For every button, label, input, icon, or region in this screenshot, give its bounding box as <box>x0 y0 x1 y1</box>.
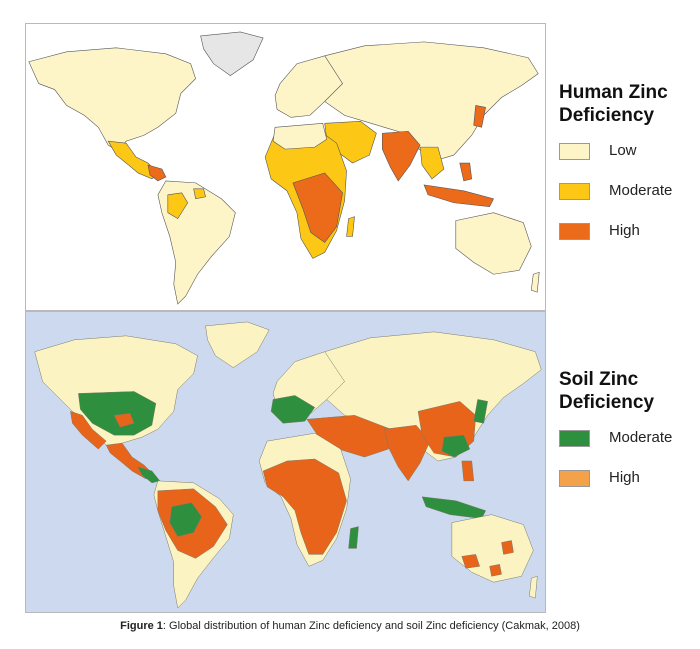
caption-text: : Global distribution of human Zinc defi… <box>162 620 580 632</box>
soil-high-swatch <box>559 470 590 487</box>
south-america-moderate-2 <box>193 188 206 200</box>
soil-india-high <box>384 424 431 482</box>
soil-africa-high <box>262 458 347 555</box>
soil-philippines-high <box>461 460 475 482</box>
soil-australia-high-3 <box>489 564 502 577</box>
soil-china-moderate <box>441 434 471 458</box>
africa-high <box>292 172 343 243</box>
human-legend-title: Human Zinc Deficiency <box>559 82 668 126</box>
human-legend-item-low: Low <box>559 142 699 183</box>
soil-moderate-label: Moderate <box>609 429 673 446</box>
japan-high <box>473 105 486 128</box>
south-america-moderate <box>167 192 189 220</box>
soil-zinc-deficiency-map <box>25 311 546 613</box>
figure-caption: Figure 1: Global distribution of human Z… <box>0 620 700 632</box>
soil-legend-item-moderate: Moderate <box>559 429 699 470</box>
human-high-label: High <box>609 222 640 239</box>
soil-central-america-moderate <box>137 466 161 484</box>
india-high <box>382 130 421 182</box>
soil-usa-high-west <box>70 410 107 450</box>
philippines-high <box>459 162 473 182</box>
soil-map-svg <box>34 321 542 609</box>
human-low-label: Low <box>609 142 637 159</box>
human-zinc-deficiency-map <box>25 23 546 311</box>
soil-madagascar-moderate <box>348 526 359 549</box>
new-zealand-region <box>530 271 540 293</box>
north-america-region <box>28 47 196 152</box>
soil-legend-item-high: High <box>559 469 699 510</box>
soil-moderate-swatch <box>559 430 590 447</box>
indonesia-high <box>423 184 494 208</box>
africa-north-low <box>272 122 328 150</box>
madagascar-region <box>346 216 355 237</box>
human-low-swatch <box>559 143 590 160</box>
soil-indonesia-moderate <box>421 496 487 519</box>
greenland-region <box>200 31 264 77</box>
human-high-swatch <box>559 223 590 240</box>
central-america-high <box>147 164 167 182</box>
soil-high-label: High <box>609 469 640 486</box>
human-map-svg <box>28 31 540 305</box>
southeast-asia-moderate <box>419 146 445 180</box>
soil-australia-high-1 <box>461 554 481 569</box>
soil-australia-high-2 <box>501 540 514 555</box>
soil-usa-high-center <box>113 413 135 428</box>
soil-europe-moderate <box>270 395 316 424</box>
human-legend-item-moderate: Moderate <box>559 182 699 223</box>
soil-legend: Soil Zinc Deficiency Moderate High <box>559 368 699 510</box>
human-legend: Human Zinc Deficiency Low Moderate High <box>559 81 699 263</box>
soil-south-america-moderate <box>169 502 202 537</box>
human-moderate-swatch <box>559 183 590 200</box>
soil-legend-title: Soil Zinc Deficiency <box>559 369 655 413</box>
human-moderate-label: Moderate <box>609 182 673 199</box>
australia-region <box>455 212 532 275</box>
human-legend-item-high: High <box>559 222 699 263</box>
soil-usa-moderate <box>78 391 157 436</box>
soil-greenland-region <box>205 321 270 368</box>
caption-prefix: Figure 1 <box>120 620 163 632</box>
soil-new-zealand-region <box>529 575 538 599</box>
asia-region <box>324 41 539 162</box>
soil-japan-moderate <box>473 399 488 424</box>
